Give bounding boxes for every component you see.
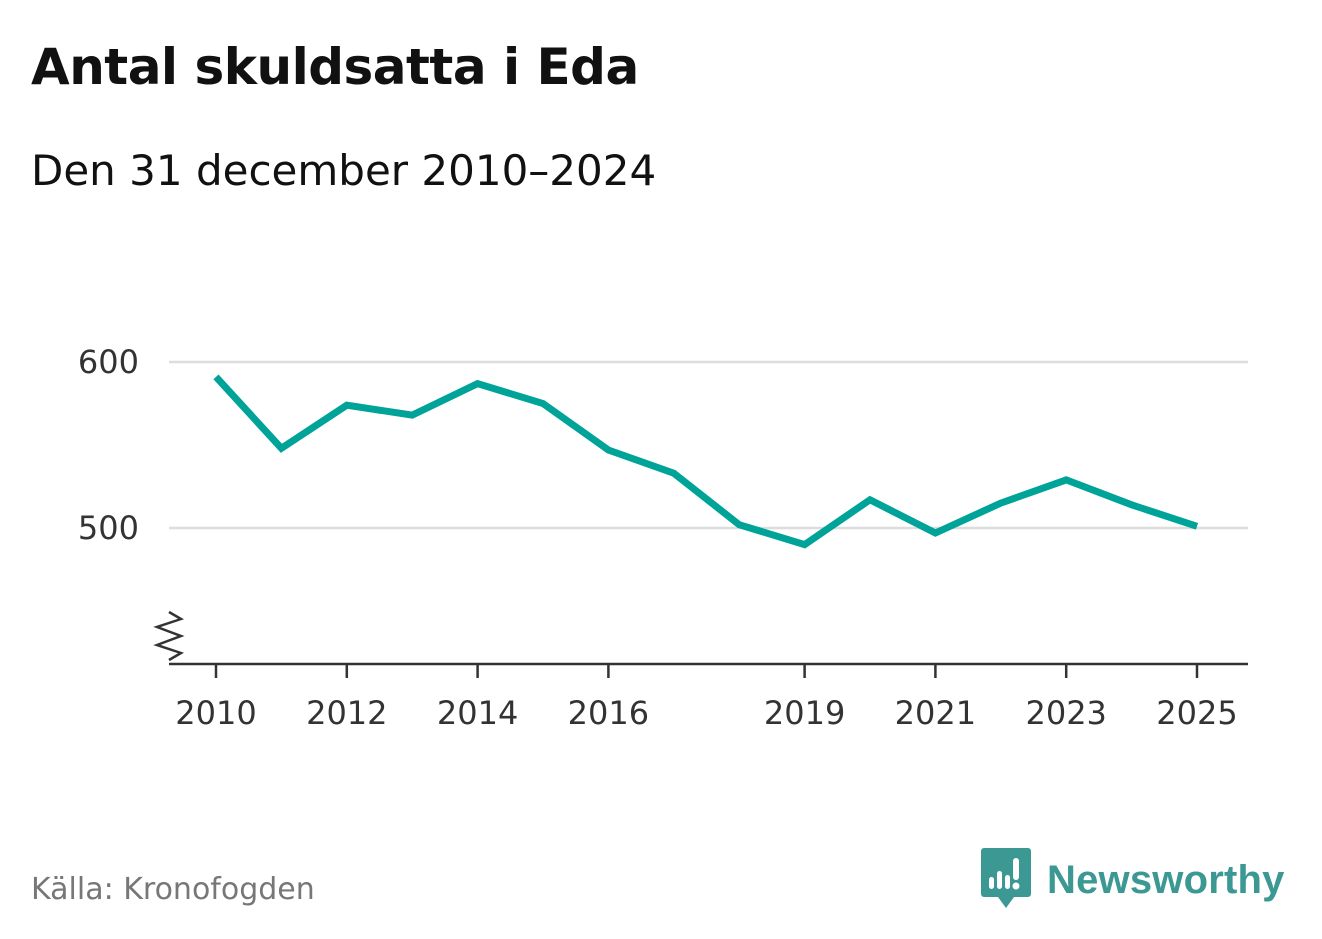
line-chart: 500 600 2010 2012 2014 2016 2019 2021 2023 2025 [78,343,1248,732]
x-tick-label: 2016 [568,694,649,732]
gridlines [169,360,1248,530]
axes [153,610,1248,666]
y-tick-label: 600 [78,343,139,381]
y-tick-label: 500 [78,509,139,547]
brand-name: Newsworthy [1047,857,1285,902]
series-line-0 [213,374,1199,549]
chart-subtitle: Den 31 december 2010–2024 [31,146,657,195]
source-note: Källa: Kronofogden [31,872,315,907]
x-tick-label: 2014 [437,694,518,732]
x-tick-label: 2019 [764,694,845,732]
chart-title: Antal skuldsatta i Eda [31,38,639,96]
x-tick-label: 2012 [306,694,387,732]
y-axis-break-icon [153,610,185,662]
x-tick-label: 2010 [175,694,256,732]
y-tick-labels: 500 600 [78,343,139,547]
newsworthy-logo-icon [981,848,1031,908]
series [213,374,1199,549]
x-tick-label: 2023 [1025,694,1106,732]
x-tick-label: 2021 [895,694,976,732]
x-tick-label: 2025 [1156,694,1237,732]
brand-logo: Newsworthy [981,848,1285,912]
x-ticks: 2010 2012 2014 2016 2019 2021 2023 2025 [175,664,1238,732]
